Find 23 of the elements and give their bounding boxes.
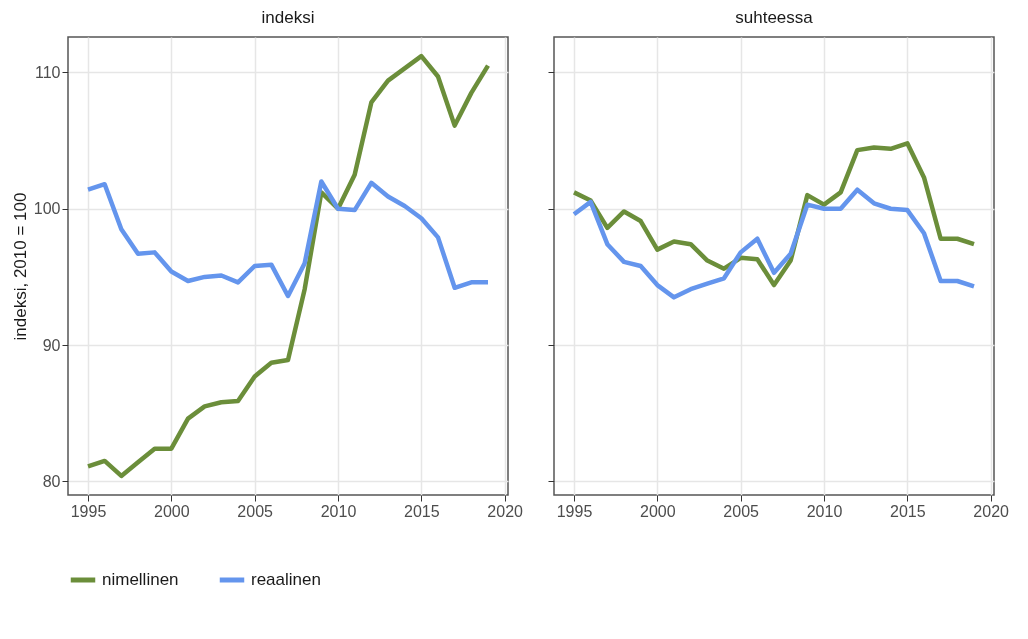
chart-title: suhteessa <box>735 8 814 27</box>
y-tick-label: 110 <box>34 63 61 81</box>
line-series <box>85 179 491 299</box>
x-tick-label: 1995 <box>556 502 593 520</box>
x-tick-label: 2015 <box>404 502 440 520</box>
line-series <box>85 53 491 479</box>
x-tick-label: 2000 <box>154 502 190 520</box>
x-tick-label: 2005 <box>723 502 760 520</box>
legend-label: nimellinen <box>102 570 179 589</box>
y-tick-label: 80 <box>42 472 61 490</box>
x-tick-label: 1995 <box>70 502 107 520</box>
x-tick-label: 2020 <box>973 502 1010 520</box>
chart-title: indeksi <box>261 8 315 27</box>
x-tick-label: 2010 <box>806 502 843 520</box>
y-axis-title: indeksi, 2010 = 100 <box>10 192 30 341</box>
x-tick-label: 2020 <box>487 502 524 520</box>
x-tick-label: 2000 <box>640 502 676 520</box>
y-tick-label: 90 <box>42 336 61 354</box>
legend-label: reaalinen <box>251 570 321 589</box>
x-tick-label: 2015 <box>890 502 926 520</box>
y-tick-label: 100 <box>33 200 61 218</box>
x-tick-label: 2010 <box>320 502 357 520</box>
x-tick-label: 2005 <box>237 502 274 520</box>
